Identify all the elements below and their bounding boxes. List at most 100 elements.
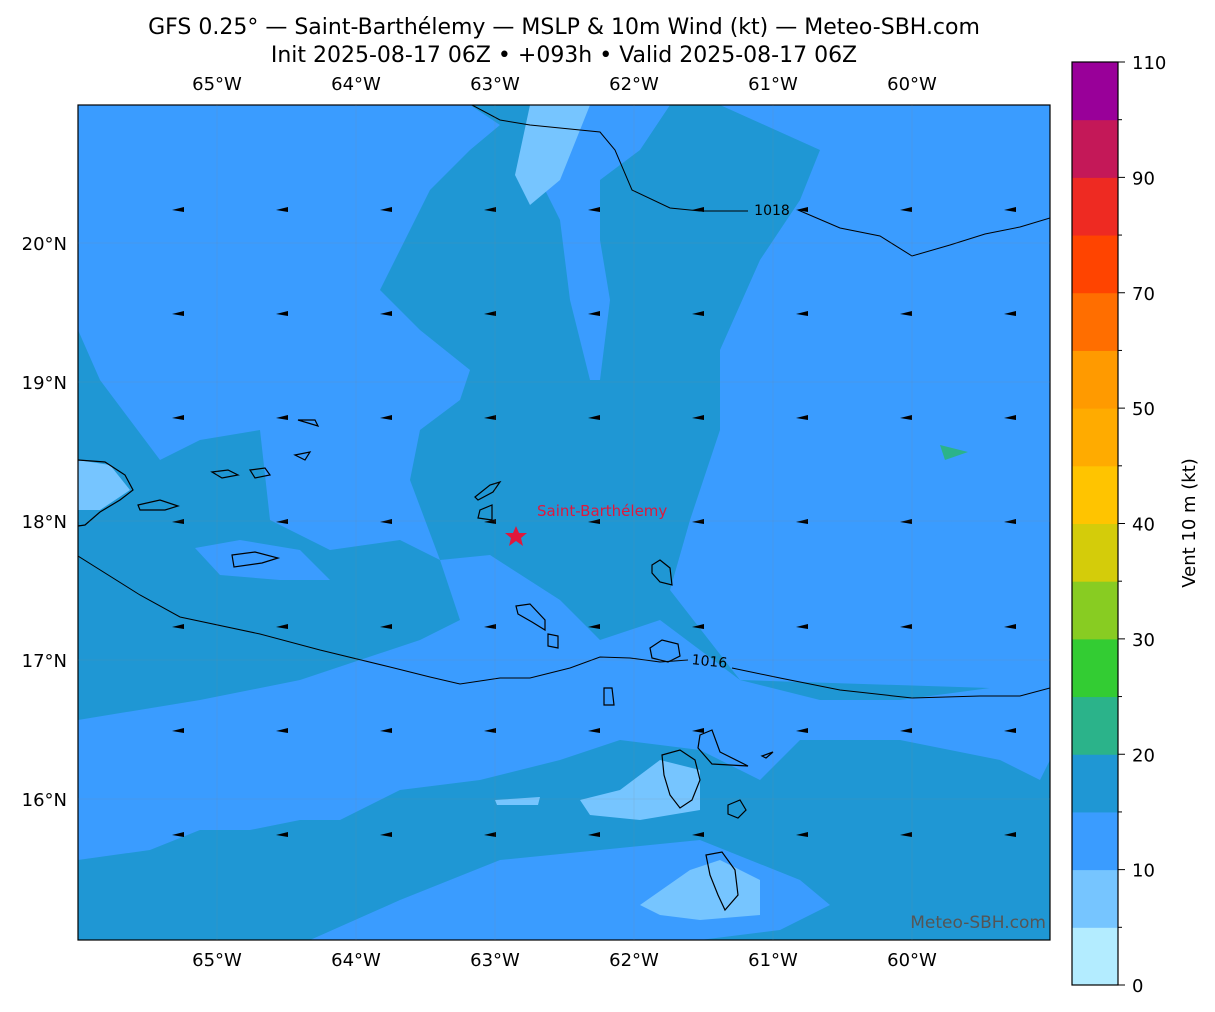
wind-barb bbox=[588, 624, 600, 629]
lat-label: 20°N bbox=[22, 234, 67, 255]
colorbar-tick-label: 70 bbox=[1132, 284, 1155, 305]
wind-barb bbox=[692, 519, 704, 524]
wind-barb bbox=[276, 207, 288, 212]
lon-label: 64°W bbox=[331, 74, 381, 95]
wind-barb bbox=[172, 832, 184, 837]
wind-barb bbox=[380, 415, 392, 420]
wind-barb bbox=[588, 728, 600, 733]
wind-barb bbox=[796, 415, 808, 420]
lat-label: 19°N bbox=[22, 373, 67, 394]
colorbar-band bbox=[1072, 62, 1118, 121]
wind-barb bbox=[276, 832, 288, 837]
colorbar-tick-label: 0 bbox=[1132, 976, 1143, 997]
lon-label: 62°W bbox=[609, 74, 659, 95]
wind-barb bbox=[588, 415, 600, 420]
colorbar-band bbox=[1072, 581, 1118, 640]
wind-barb bbox=[796, 207, 808, 212]
isobar-label: 1016 bbox=[691, 652, 728, 672]
wind-barb bbox=[380, 728, 392, 733]
colorbar-band bbox=[1072, 292, 1118, 351]
colorbar-tick-label: 30 bbox=[1132, 630, 1155, 651]
wind-barb bbox=[900, 207, 912, 212]
colorbar-tick-label: 90 bbox=[1132, 168, 1155, 189]
wind-barb bbox=[1004, 728, 1016, 733]
watermark: Meteo-SBH.com bbox=[910, 913, 1046, 933]
wind-barb bbox=[484, 624, 496, 629]
wind-barb bbox=[484, 311, 496, 316]
colorbar-band bbox=[1072, 408, 1118, 467]
wind-barb bbox=[172, 415, 184, 420]
colorbar-band bbox=[1072, 754, 1118, 813]
wind-barb bbox=[484, 415, 496, 420]
wind-barb bbox=[1004, 624, 1016, 629]
colorbar-tick-label: 110 bbox=[1132, 53, 1166, 74]
colorbar-band bbox=[1072, 119, 1118, 178]
wind-barb bbox=[692, 728, 704, 733]
colorbar-band bbox=[1072, 811, 1118, 871]
wind-barb bbox=[380, 624, 392, 629]
colorbar-band bbox=[1072, 350, 1118, 409]
map-area: 1018 1016 Saint-Barthélemy Meteo-SBH.com bbox=[78, 105, 1050, 940]
colorbar-tick-label: 10 bbox=[1132, 861, 1155, 882]
wind-barb bbox=[380, 311, 392, 316]
colorbar-tick-label: 40 bbox=[1132, 515, 1155, 536]
lat-label: 18°N bbox=[22, 512, 67, 533]
wind-barb bbox=[380, 832, 392, 837]
lon-label: 63°W bbox=[470, 74, 520, 95]
colorbar-label: Vent 10 m (kt) bbox=[1179, 458, 1200, 588]
wind-barb bbox=[588, 207, 600, 212]
wind-barb bbox=[172, 311, 184, 316]
lat-label: 16°N bbox=[22, 790, 67, 811]
lon-label: 64°W bbox=[331, 950, 381, 971]
wind-barb bbox=[796, 519, 808, 524]
wind-barb bbox=[692, 832, 704, 837]
lon-label: 62°W bbox=[609, 950, 659, 971]
colorbar-band bbox=[1072, 696, 1118, 755]
wind-barb bbox=[484, 519, 496, 524]
lon-label: 60°W bbox=[887, 950, 937, 971]
title-line: Init 2025-08-17 06Z • +093h • Valid 2025… bbox=[271, 43, 857, 68]
wind-barb bbox=[380, 207, 392, 212]
wind-barb bbox=[692, 415, 704, 420]
place-marker bbox=[505, 526, 527, 546]
isobar-line bbox=[471, 105, 1050, 257]
wind-barb bbox=[276, 624, 288, 629]
wind-barb bbox=[900, 624, 912, 629]
wind-barb bbox=[276, 415, 288, 420]
wind-barb bbox=[380, 519, 392, 524]
wind-barb bbox=[900, 311, 912, 316]
wind-barb bbox=[276, 728, 288, 733]
colorbar-band bbox=[1072, 869, 1118, 928]
wind-barb bbox=[1004, 415, 1016, 420]
wind-barb bbox=[1004, 832, 1016, 837]
colorbar-tick-label: 50 bbox=[1132, 399, 1155, 420]
wind-barb bbox=[276, 519, 288, 524]
lon-label: 63°W bbox=[470, 950, 520, 971]
wind-barb bbox=[900, 519, 912, 524]
wind-barb bbox=[796, 832, 808, 837]
lon-label: 65°W bbox=[192, 950, 242, 971]
wind-barb bbox=[796, 624, 808, 629]
lon-label: 61°W bbox=[748, 950, 798, 971]
wind-contour-10-15 bbox=[78, 105, 1050, 940]
lon-label: 60°W bbox=[887, 74, 937, 95]
wind-barb bbox=[588, 311, 600, 316]
colorbar-band bbox=[1072, 177, 1118, 236]
colorbar-band bbox=[1072, 235, 1118, 294]
isobar-line bbox=[78, 555, 1050, 699]
wind-barb bbox=[484, 832, 496, 837]
wind-barb bbox=[276, 311, 288, 316]
wind-barb bbox=[900, 415, 912, 420]
wind-barbs bbox=[172, 207, 1016, 837]
wind-barb bbox=[900, 728, 912, 733]
lon-label: 65°W bbox=[192, 74, 242, 95]
wind-barb bbox=[588, 832, 600, 837]
colorbar-band bbox=[1072, 638, 1118, 698]
wind-barb bbox=[1004, 311, 1016, 316]
wind-barb bbox=[1004, 519, 1016, 524]
coastlines bbox=[78, 419, 774, 912]
lat-label: 17°N bbox=[22, 651, 67, 672]
wind-barb bbox=[484, 728, 496, 733]
isobar-label: 1018 bbox=[754, 203, 790, 219]
wind-barb bbox=[172, 207, 184, 212]
